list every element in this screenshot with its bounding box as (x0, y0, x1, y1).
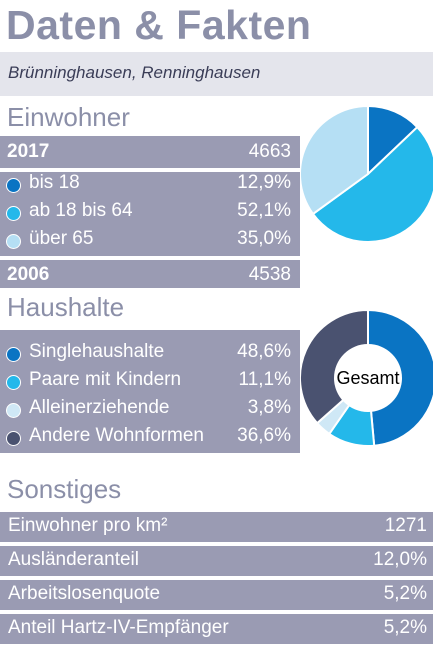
haushalte-legend-swatch (6, 347, 21, 362)
haushalte-heading: Haushalte (7, 292, 125, 322)
einwohner-legend-label: bis 18 (29, 172, 80, 193)
sonstiges-value: 5,2% (383, 583, 427, 604)
haushalte-pie-center (334, 344, 402, 412)
haushalte-legend-value: 11,1% (238, 369, 291, 390)
haushalte-pie-slice (300, 308, 369, 425)
einwohner-separator (0, 168, 300, 172)
haushalte-legend-label: Singlehaushalte (29, 341, 165, 362)
einwohner-legend-swatch (6, 234, 21, 249)
einwohner-band (0, 136, 300, 256)
sonstiges-label: Ausländeranteil (8, 549, 139, 570)
einwohner-year-2006: 2006 (7, 264, 50, 285)
haushalte-legend-label: Andere Wohnformen (29, 425, 204, 446)
haushalte-legend-value: 36,6% (237, 425, 291, 446)
einwohner-pie-slice (311, 125, 433, 243)
einwohner-pie-slice (300, 104, 369, 216)
einwohner-legend-swatch (6, 178, 21, 193)
sonstiges-heading: Sonstiges (7, 474, 122, 504)
einwohner-legend-value: 35,0% (237, 228, 291, 249)
sonstiges-label: Anteil Hartz-IV-Empfänger (8, 617, 229, 638)
einwohner-year-2017: 2017 (7, 141, 50, 162)
haushalte-pie-center-label: Gesamt (336, 368, 399, 388)
einwohner-total-2017: 4663 (248, 141, 291, 162)
einwohner-2006-band (0, 260, 300, 288)
haushalte-pie-chart: Gesamt (300, 308, 433, 447)
haushalte-legend-swatch (6, 403, 21, 418)
haushalte-legend-value: 48,6% (237, 341, 291, 362)
haushalte-legend-swatch (6, 431, 21, 446)
haushalte-legend-label: Paare mit Kindern (29, 369, 182, 390)
sonstiges-row: Ausländeranteil 12,0% (0, 546, 433, 576)
einwohner-heading: Einwohner (7, 102, 130, 132)
haushalte-band (0, 330, 300, 453)
einwohner-pie-chart (300, 104, 433, 243)
sonstiges-row: Einwohner pro km² 1271 (0, 512, 433, 542)
einwohner-pie-slice (367, 104, 419, 177)
sonstiges-value: 1271 (384, 515, 427, 536)
einwohner-legend-value: 12,9% (237, 172, 291, 193)
haushalte-legend-swatch (6, 375, 21, 390)
einwohner-total-2006: 4538 (248, 264, 291, 285)
sonstiges-value: 12,0% (373, 549, 427, 570)
sonstiges-label: Arbeitslosenquote (8, 583, 161, 604)
subtitle: Brünninghausen, Renninghausen (8, 63, 261, 82)
sonstiges-label: Einwohner pro km² (8, 515, 168, 536)
subtitle-bar (0, 52, 433, 96)
einwohner-legend-label: ab 18 bis 64 (29, 200, 133, 221)
sonstiges-row: Anteil Hartz-IV-Empfänger 5,2% (0, 614, 433, 644)
einwohner-legend-swatch (6, 206, 21, 221)
page-title: Daten & Fakten (6, 2, 312, 48)
einwohner-legend-value: 52,1% (237, 200, 291, 221)
haushalte-legend-value: 3,8% (247, 397, 291, 418)
haushalte-legend-label: Alleinerziehende (29, 397, 170, 418)
sonstiges-value: 5,2% (383, 617, 427, 638)
einwohner-legend-label: über 65 (29, 228, 94, 249)
sonstiges-row: Arbeitslosenquote 5,2% (0, 580, 433, 610)
